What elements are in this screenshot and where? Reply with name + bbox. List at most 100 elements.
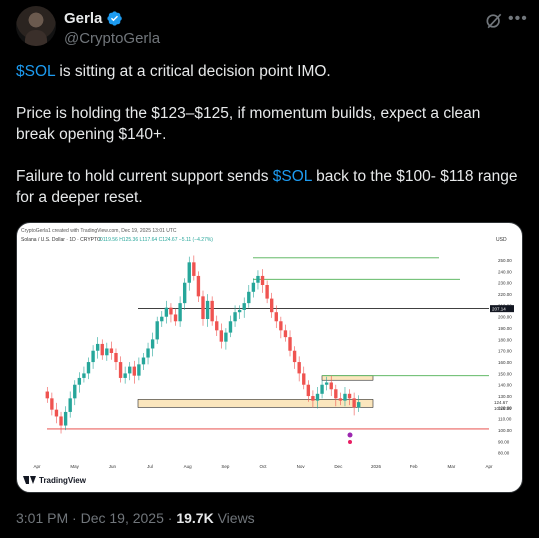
candle-body [219,330,224,342]
candle-body [118,362,123,378]
tweet-text-segment: back to the $100- $118 range for a deepe… [16,168,518,206]
candle-body [237,309,242,313]
candle-body [228,321,233,333]
candle-body [292,350,297,363]
candle-body [338,398,343,401]
event-marker-icon [347,432,353,438]
author-name[interactable]: Gerla [64,10,103,27]
candle-body [100,343,104,356]
y-tick-label: 80.00 [498,451,510,456]
x-tick-label: Mar [447,464,455,469]
candle-countdown-label: 10:58:59 [494,406,512,411]
candle-body [274,312,278,322]
level-price-label: 207.14 [492,307,506,312]
tweet-timestamp[interactable]: 3:01 PM [16,510,69,526]
x-tick-label: 2026 [371,464,382,469]
candle-body [210,300,214,322]
y-tick-label: 90.00 [498,439,510,444]
candle-body [315,393,320,401]
candle-body [114,353,118,363]
candle-body [251,282,256,292]
candle-body [205,300,210,319]
candle-body [347,393,352,399]
candle-body [233,312,237,322]
candle-body [187,262,191,283]
tweet-meta: 3:01 PM · Dec 19, 2025 · 19.7K Views [16,510,255,526]
cashtag-link[interactable]: $SOL [16,63,56,80]
candle-body [182,282,187,304]
candle-body [242,303,246,310]
candle-body [150,339,155,349]
candle-body [192,262,196,276]
x-tick-label: Nov [297,464,306,469]
candle-body [334,389,338,399]
candle-body [63,411,68,426]
y-tick-label: 120.00 [498,405,512,410]
candle-body [146,348,150,358]
candle-body [173,314,178,322]
y-tick-label: 130.00 [498,394,512,399]
y-tick-label: 250.00 [498,258,512,263]
x-tick-label: Oct [259,464,267,469]
candle-body [224,332,228,342]
candle-body [91,350,95,363]
candle-body [352,398,356,408]
level-price-badge [490,305,514,313]
tweet-text-segment: Failure to hold current support sends [16,168,273,185]
candle-body [95,343,100,351]
chart-ohlc-label: O119.56 H125.36 L117.64 C124.67 −5.11 (−… [99,237,213,243]
grok-icon[interactable] [484,11,504,31]
x-tick-label: Feb [410,464,418,469]
y-tick-label: 150.00 [498,371,512,376]
y-tick-label: 180.00 [498,337,512,342]
candle-body [343,393,347,401]
y-tick-label: 100.00 [498,428,512,433]
cashtag-link[interactable]: $SOL [272,168,312,185]
avatar[interactable] [16,6,56,46]
candle-body [270,298,274,313]
candle-body [141,357,146,365]
tradingview-logo: TradingView [23,476,87,485]
candle-body [288,337,292,351]
candle-body [123,373,127,378]
candle-body [160,316,164,322]
tweet-header: Gerla @CryptoGerla ••• [16,6,527,50]
verified-badge-icon [107,11,123,26]
candle-body [215,321,219,331]
candle-body [279,321,283,331]
tradingview-brand: TradingView [39,476,87,485]
candle-body [320,384,324,394]
chart-image[interactable]: CryptoGerla1 created with TradingView.co… [16,222,523,493]
candle-body [73,384,77,399]
candle-body [68,398,72,412]
candle-body [260,275,265,285]
candle-body [164,307,169,317]
author-name-row[interactable]: Gerla [64,10,123,27]
candle-body [59,416,63,426]
candle-body [169,307,173,315]
candle-body [329,382,333,390]
x-tick-label: Sep [221,464,230,469]
author-handle[interactable]: @CryptoGerla [64,30,161,47]
x-tick-label: Apr [485,464,493,469]
candle-body [54,409,59,417]
x-tick-label: May [70,464,79,469]
more-options-icon[interactable]: ••• [508,10,528,27]
chart-symbol-label: Solana / U.S. Dollar · 1D · CRYPTO [21,237,101,243]
candle-body [265,285,269,299]
price-chart: CryptoGerla1 created with TradingView.co… [21,228,514,485]
candle-body [86,362,91,374]
y-tick-label: 230.00 [498,281,512,286]
views-count: 19.7K [176,510,214,526]
candle-body [196,275,201,297]
candle-body [302,373,306,385]
candle-body [201,296,205,319]
x-tick-label: Dec [334,464,343,469]
candle-body [109,348,114,353]
candle-body [45,391,49,399]
tweet-text: $SOL is sitting at a critical decision p… [16,61,521,208]
tweet-text-segment: is sitting at a critical decision point … [55,63,331,80]
candle-body [82,373,86,378]
chart-currency-label: USD [496,237,507,243]
tweet-date[interactable]: Dec 19, 2025 [80,510,164,526]
